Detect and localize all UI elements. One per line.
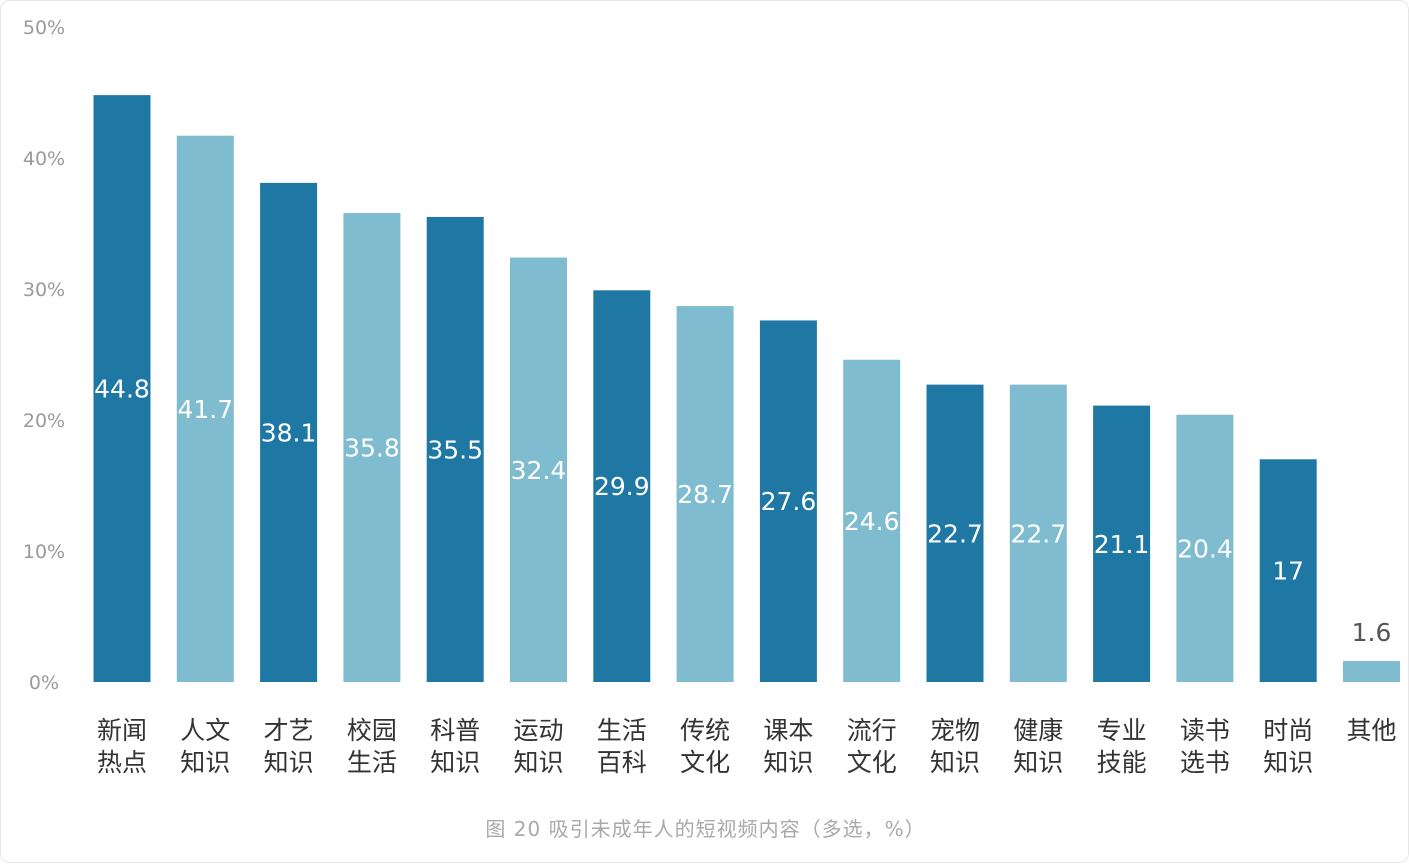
bar-value-label: 24.6	[844, 507, 900, 536]
bar	[260, 182, 318, 682]
x-tick-label: 知识	[430, 748, 480, 777]
bar	[343, 213, 401, 682]
x-tick-label: 流行	[847, 716, 897, 745]
x-tick-label: 技能	[1097, 748, 1147, 777]
bar	[593, 290, 651, 682]
bar-value-label: 38.1	[261, 418, 317, 447]
bar	[1176, 414, 1234, 682]
x-tick-label: 科普	[430, 716, 480, 745]
bar-value-label: 35.8	[344, 434, 400, 463]
y-axis: 0% 10% 20% 30% 40% 50%	[23, 17, 65, 694]
bar	[676, 306, 734, 682]
bar-value-label: 27.6	[761, 487, 817, 516]
bar-value-label: 44.8	[94, 375, 150, 404]
x-tick-label: 知识	[930, 748, 980, 777]
y-tick-label: 10%	[23, 541, 65, 563]
bar	[510, 257, 567, 682]
bar	[843, 359, 901, 682]
x-tick-label: 知识	[513, 748, 563, 777]
x-tick-label: 知识	[763, 748, 813, 777]
bar	[1343, 661, 1400, 682]
bar	[759, 320, 817, 682]
bar-value-label: 1.6	[1352, 618, 1392, 647]
x-tick-label: 宠物	[930, 716, 980, 745]
x-tick-label: 知识	[264, 748, 314, 777]
bar-value-label: 17	[1272, 557, 1304, 586]
value-labels: 44.8 41.7 38.1 35.8 35.5 32.4 29.9 28.7 27.6 24.6…	[94, 375, 1391, 647]
bar	[426, 216, 484, 682]
x-tick-label: 读书	[1180, 716, 1230, 745]
y-tick-label: 0%	[29, 672, 59, 694]
x-tick-label: 其他	[1346, 716, 1396, 745]
x-tick-label: 文化	[847, 748, 897, 777]
y-tick-label: 20%	[23, 410, 65, 432]
bar	[1009, 384, 1067, 682]
bar-value-label: 21.1	[1094, 530, 1150, 559]
x-tick-label: 专业	[1097, 716, 1147, 745]
x-tick-label: 选书	[1180, 748, 1230, 777]
x-tick-label: 生活	[347, 748, 397, 777]
x-tick-label: 传统	[680, 716, 730, 745]
bars-group	[93, 95, 1400, 683]
x-tick-label: 时尚	[1263, 716, 1313, 745]
bar	[1259, 459, 1317, 682]
bar	[926, 384, 984, 682]
bar	[93, 95, 151, 683]
bar-value-label: 22.7	[1010, 519, 1066, 548]
figure-caption: 图 20 吸引未成年人的短视频内容（多选，%）	[485, 817, 926, 841]
bar-value-label: 35.5	[427, 435, 483, 464]
x-tick-label: 校园	[347, 716, 397, 745]
x-tick-label: 健康	[1013, 716, 1063, 745]
bar	[1093, 405, 1151, 682]
bar-value-label: 28.7	[677, 480, 733, 509]
bar-value-label: 22.7	[927, 519, 983, 548]
y-tick-label: 40%	[23, 148, 65, 170]
bar-value-label: 41.7	[177, 395, 233, 424]
x-tick-label: 文化	[680, 748, 730, 777]
x-tick-label: 人文	[180, 716, 230, 745]
x-axis-labels: 新闻热点人文知识才艺知识校园生活科普知识运动知识生活百科传统文化课本知识流行文化…	[97, 716, 1397, 777]
x-tick-label: 知识	[1013, 748, 1063, 777]
x-tick-label: 生活	[597, 716, 647, 745]
x-tick-label: 知识	[180, 748, 230, 777]
x-tick-label: 才艺	[264, 716, 314, 745]
x-tick-label: 百科	[597, 748, 647, 777]
bar-value-label: 29.9	[594, 472, 650, 501]
bar-value-label: 20.4	[1177, 534, 1233, 563]
y-tick-label: 50%	[23, 17, 65, 39]
bar-value-label: 32.4	[511, 456, 567, 485]
bar	[176, 135, 234, 683]
y-tick-label: 30%	[23, 279, 65, 301]
x-tick-label: 知识	[1263, 748, 1313, 777]
x-tick-label: 新闻	[97, 716, 147, 745]
x-tick-label: 课本	[763, 716, 813, 745]
x-tick-label: 热点	[97, 748, 147, 777]
x-tick-label: 运动	[513, 716, 563, 745]
